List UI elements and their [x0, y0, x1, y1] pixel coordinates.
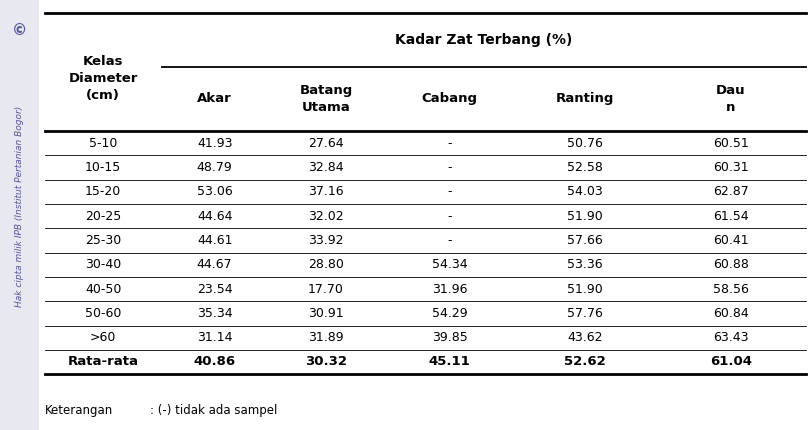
Text: 44.64: 44.64 [197, 210, 232, 223]
Text: Batang: Batang [300, 84, 352, 97]
Text: 57.66: 57.66 [567, 234, 603, 247]
Text: 40-50: 40-50 [85, 283, 122, 295]
Text: 39.85: 39.85 [432, 331, 467, 344]
Text: 62.87: 62.87 [713, 185, 749, 198]
Text: 57.76: 57.76 [567, 307, 603, 320]
Text: 54.29: 54.29 [432, 307, 467, 320]
Text: Kadar Zat Terbang (%): Kadar Zat Terbang (%) [395, 33, 573, 47]
Text: 50-60: 50-60 [85, 307, 122, 320]
Text: 51.90: 51.90 [567, 283, 603, 295]
Text: 40.86: 40.86 [194, 356, 236, 369]
Text: 61.54: 61.54 [714, 210, 748, 223]
Text: 60.84: 60.84 [713, 307, 749, 320]
Text: -: - [447, 234, 452, 247]
Text: 52.58: 52.58 [567, 161, 603, 174]
Text: 60.88: 60.88 [713, 258, 749, 271]
Text: 48.79: 48.79 [197, 161, 232, 174]
Text: 31.96: 31.96 [432, 283, 467, 295]
Text: Kelas: Kelas [83, 55, 123, 68]
Text: 60.31: 60.31 [714, 161, 748, 174]
Text: 50.76: 50.76 [567, 137, 603, 150]
Text: n: n [727, 101, 735, 114]
Text: 30.91: 30.91 [309, 307, 343, 320]
Text: 44.61: 44.61 [197, 234, 232, 247]
Text: Rata-rata: Rata-rata [68, 356, 139, 369]
Text: 30.32: 30.32 [305, 356, 347, 369]
Text: 25-30: 25-30 [85, 234, 122, 247]
Text: 35.34: 35.34 [197, 307, 232, 320]
Text: Dau: Dau [716, 84, 746, 97]
Text: Akar: Akar [198, 92, 232, 105]
Text: Cabang: Cabang [421, 92, 478, 105]
Text: -: - [447, 185, 452, 198]
Text: 23.54: 23.54 [197, 283, 232, 295]
Text: 52.62: 52.62 [565, 356, 606, 369]
Text: 30-40: 30-40 [85, 258, 122, 271]
Text: 60.51: 60.51 [713, 137, 749, 150]
Text: >60: >60 [90, 331, 117, 344]
Text: -: - [447, 137, 452, 150]
Text: 17.70: 17.70 [308, 283, 344, 295]
Text: 33.92: 33.92 [309, 234, 343, 247]
Text: 63.43: 63.43 [714, 331, 748, 344]
Text: 37.16: 37.16 [309, 185, 343, 198]
Text: 5-10: 5-10 [89, 137, 117, 150]
Text: 31.89: 31.89 [309, 331, 343, 344]
Text: 32.84: 32.84 [309, 161, 343, 174]
Text: 43.62: 43.62 [568, 331, 603, 344]
Text: 53.06: 53.06 [197, 185, 232, 198]
Text: (cm): (cm) [87, 89, 120, 102]
Text: 54.03: 54.03 [567, 185, 603, 198]
Text: 53.36: 53.36 [568, 258, 603, 271]
Text: 31.14: 31.14 [197, 331, 232, 344]
Text: 27.64: 27.64 [309, 137, 343, 150]
Text: 28.80: 28.80 [308, 258, 344, 271]
Text: -: - [447, 161, 452, 174]
Bar [0, 0, 39, 430]
Text: 58.56: 58.56 [713, 283, 749, 295]
Text: 10-15: 10-15 [85, 161, 122, 174]
Text: 51.90: 51.90 [567, 210, 603, 223]
Text: 45.11: 45.11 [428, 356, 471, 369]
Text: ©: © [12, 23, 27, 37]
Text: -: - [447, 210, 452, 223]
Text: Ranting: Ranting [556, 92, 615, 105]
Text: 32.02: 32.02 [309, 210, 343, 223]
Text: : (-) tidak ada sampel: : (-) tidak ada sampel [150, 404, 277, 417]
Text: 54.34: 54.34 [432, 258, 467, 271]
Text: 41.93: 41.93 [197, 137, 232, 150]
Text: Keterangan: Keterangan [45, 404, 113, 417]
Text: 15-20: 15-20 [85, 185, 122, 198]
Text: Utama: Utama [301, 101, 351, 114]
Text: 20-25: 20-25 [85, 210, 122, 223]
Text: Hak cipta milik IPB (Institut Pertanian Bogor): Hak cipta milik IPB (Institut Pertanian … [15, 106, 24, 307]
Text: 61.04: 61.04 [710, 356, 752, 369]
Text: Diameter: Diameter [69, 72, 138, 85]
Text: 44.67: 44.67 [197, 258, 232, 271]
Text: 60.41: 60.41 [714, 234, 748, 247]
